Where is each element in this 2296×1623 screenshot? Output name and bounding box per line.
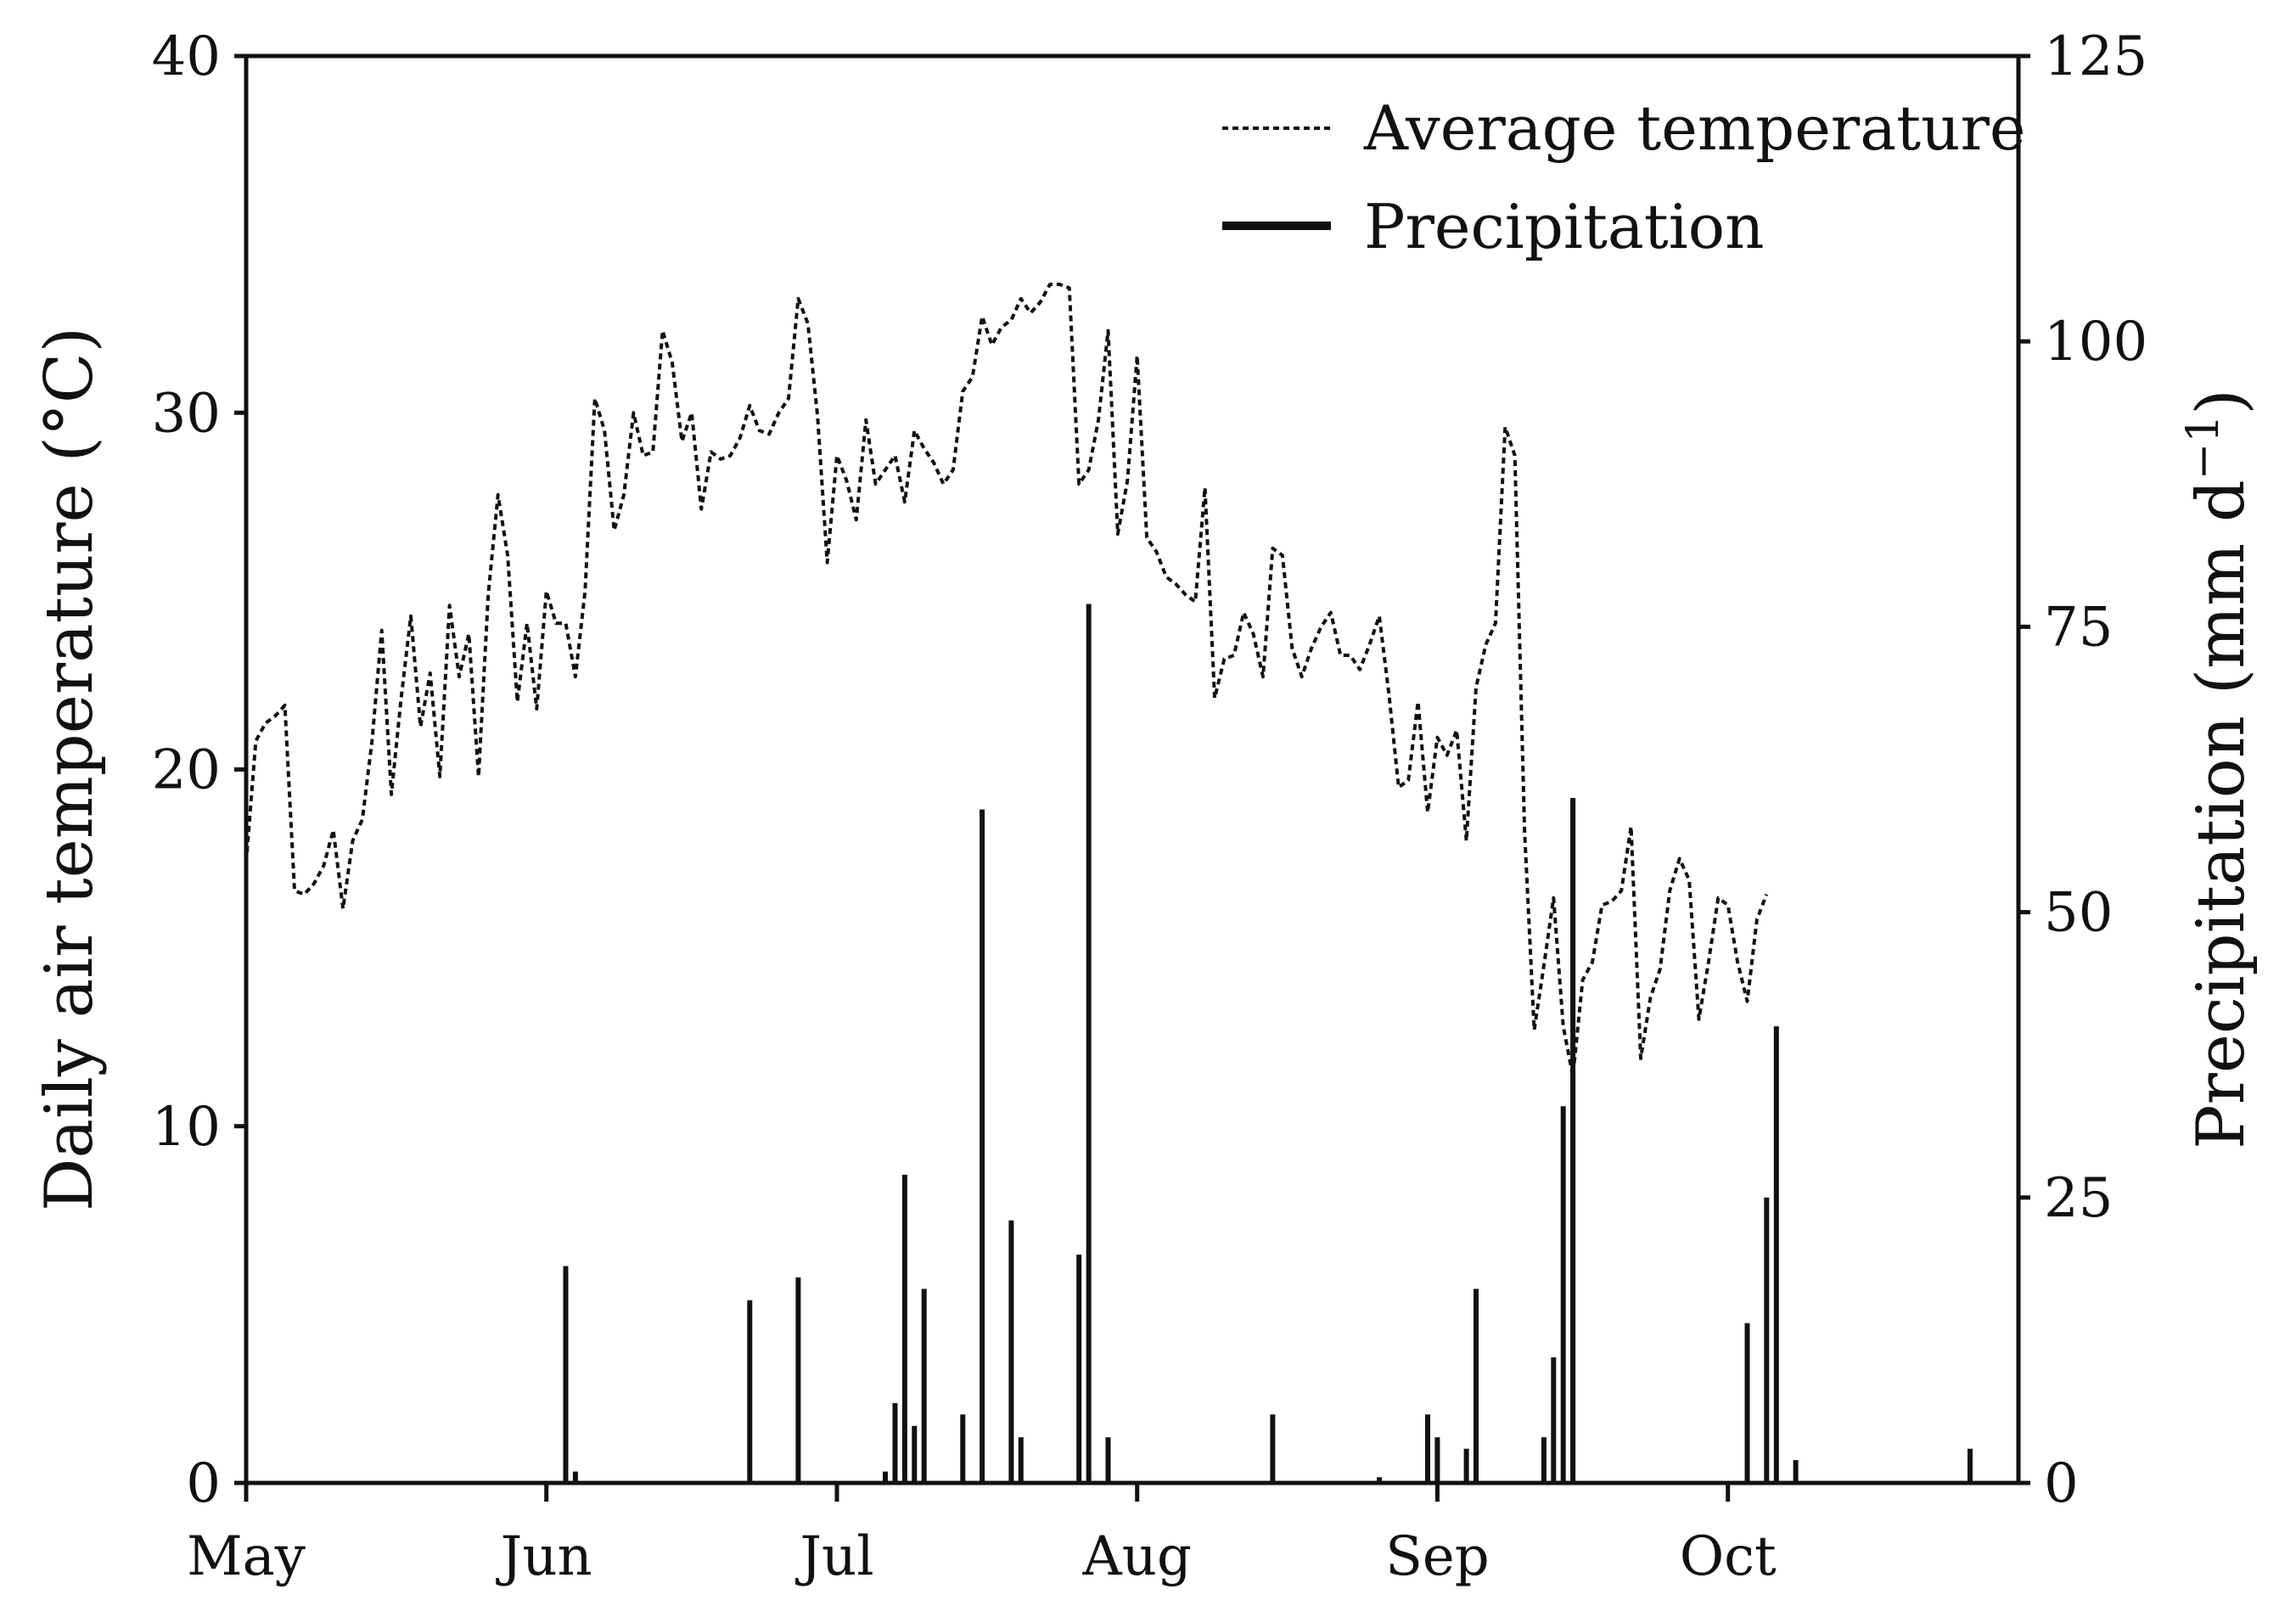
precipitation-bar [960, 1414, 966, 1483]
x-tick-label: Aug [1082, 1525, 1192, 1588]
precipitation-bar [1018, 1437, 1024, 1483]
precipitation-bar [1434, 1437, 1440, 1483]
left-tick-label: 0 [186, 1452, 221, 1515]
precipitation-bar [1793, 1460, 1799, 1483]
precipitation-bar [795, 1277, 801, 1483]
left-tick-label: 40 [152, 25, 221, 88]
precipitation-bar [912, 1425, 918, 1483]
left-axis-ticks: 0 10 20 30 40 [152, 25, 246, 1515]
precipitation-bar [572, 1471, 578, 1483]
precipitation-bar [747, 1300, 753, 1483]
precipitation-bar [1008, 1220, 1014, 1483]
precipitation-bar [563, 1266, 569, 1483]
precipitation-bar [1560, 1106, 1566, 1483]
x-tick-label: Jun [496, 1525, 592, 1588]
precipitation-bar [1105, 1437, 1111, 1483]
y-right-axis-title-superscript: −1 [2178, 415, 2229, 480]
precipitation-bar [901, 1174, 907, 1483]
left-tick-label: 30 [152, 382, 221, 445]
plot-frame [244, 53, 2021, 1485]
precipitation-bar [1076, 1255, 1082, 1483]
right-tick-label: 0 [2044, 1452, 2079, 1515]
right-tick-label: 25 [2044, 1167, 2113, 1230]
average-temperature-line [244, 283, 1769, 1078]
right-tick-label: 125 [2044, 25, 2147, 88]
precipitation-bar [1425, 1414, 1430, 1483]
precipitation-bar [980, 809, 985, 1483]
temperature-series-layer [244, 283, 1769, 1078]
precipitation-bar [1463, 1448, 1469, 1483]
left-tick-label: 10 [152, 1096, 221, 1159]
precipitation-bar [883, 1471, 888, 1483]
precipitation-bar [1764, 1197, 1770, 1483]
legend-label-average-temperature: Average temperature [1363, 93, 2025, 164]
x-tick-label: Sep [1385, 1525, 1490, 1588]
y-left-axis-title-text: Daily air temperature (°C) [31, 327, 108, 1211]
y-right-axis-title-suffix: ) [2183, 389, 2260, 414]
right-tick-label: 50 [2044, 882, 2113, 945]
precipitation-bar [1773, 1026, 1779, 1483]
precipitation-bar [1968, 1448, 1973, 1483]
x-tick-label: Jul [794, 1525, 873, 1588]
left-tick-label: 20 [152, 739, 221, 802]
precipitation-bar [1377, 1477, 1382, 1483]
precipitation-bar [1474, 1289, 1479, 1483]
y-left-axis-title: Daily air temperature (°C) [31, 327, 108, 1211]
legend-label-precipitation: Precipitation [1364, 191, 1764, 262]
precipitation-bar [1086, 604, 1092, 1483]
x-axis-ticks: May Jun Jul Aug Sep Oct [187, 1483, 1777, 1588]
right-tick-label: 75 [2044, 596, 2113, 659]
precipitation-series-layer [563, 604, 1973, 1483]
y-right-axis-title-text: Precipitation (mm d [2183, 480, 2260, 1149]
right-axis-ticks: 0 25 50 75 100 125 [2018, 25, 2147, 1515]
precipitation-bar [921, 1289, 927, 1483]
precipitation-bar [1570, 798, 1576, 1483]
x-tick-label: May [187, 1525, 306, 1588]
precipitation-bar [1541, 1437, 1547, 1483]
right-tick-label: 100 [2044, 311, 2147, 373]
precipitation-bar [1744, 1323, 1750, 1483]
x-tick-label: Oct [1680, 1525, 1777, 1588]
legend: Average temperature Precipitation [1222, 93, 2025, 262]
precipitation-bar [1551, 1357, 1557, 1483]
precipitation-bar [892, 1402, 898, 1483]
y-right-axis-title: Precipitation (mm d−1) [2178, 389, 2260, 1149]
precipitation-bar [1270, 1414, 1276, 1483]
